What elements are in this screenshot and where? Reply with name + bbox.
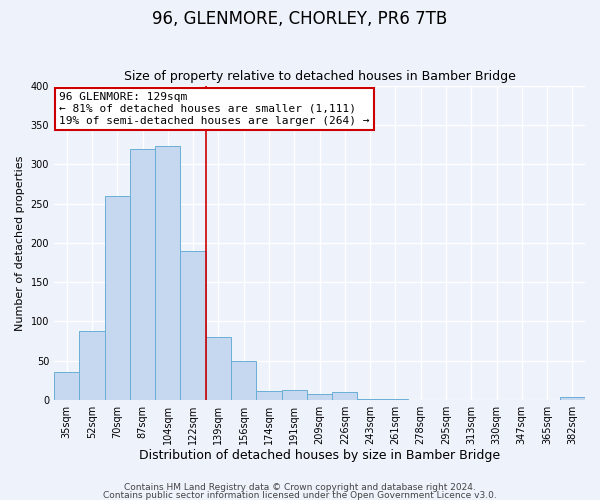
Bar (256, 391, 281, 400)
Bar (181, 250, 206, 400)
Bar (54, 372, 79, 400)
Text: Contains HM Land Registry data © Crown copyright and database right 2024.: Contains HM Land Registry data © Crown c… (124, 484, 476, 492)
Text: 96, GLENMORE, CHORLEY, PR6 7TB: 96, GLENMORE, CHORLEY, PR6 7TB (152, 10, 448, 28)
Bar (560, 398, 585, 400)
Bar (231, 360, 256, 400)
Bar (130, 149, 155, 400)
Title: Size of property relative to detached houses in Bamber Bridge: Size of property relative to detached ho… (124, 70, 515, 84)
Bar (206, 337, 231, 400)
Bar (79, 332, 104, 400)
Bar (383, 399, 408, 400)
Text: Contains public sector information licensed under the Open Government Licence v3: Contains public sector information licen… (103, 490, 497, 500)
Bar (155, 146, 181, 400)
Bar (332, 392, 358, 400)
Bar (307, 394, 332, 400)
X-axis label: Distribution of detached houses by size in Bamber Bridge: Distribution of detached houses by size … (139, 450, 500, 462)
Bar (281, 390, 307, 400)
Y-axis label: Number of detached properties: Number of detached properties (15, 155, 25, 330)
Bar (358, 399, 383, 400)
Text: 96 GLENMORE: 129sqm
← 81% of detached houses are smaller (1,111)
19% of semi-det: 96 GLENMORE: 129sqm ← 81% of detached ho… (59, 92, 370, 126)
Bar (104, 196, 130, 400)
